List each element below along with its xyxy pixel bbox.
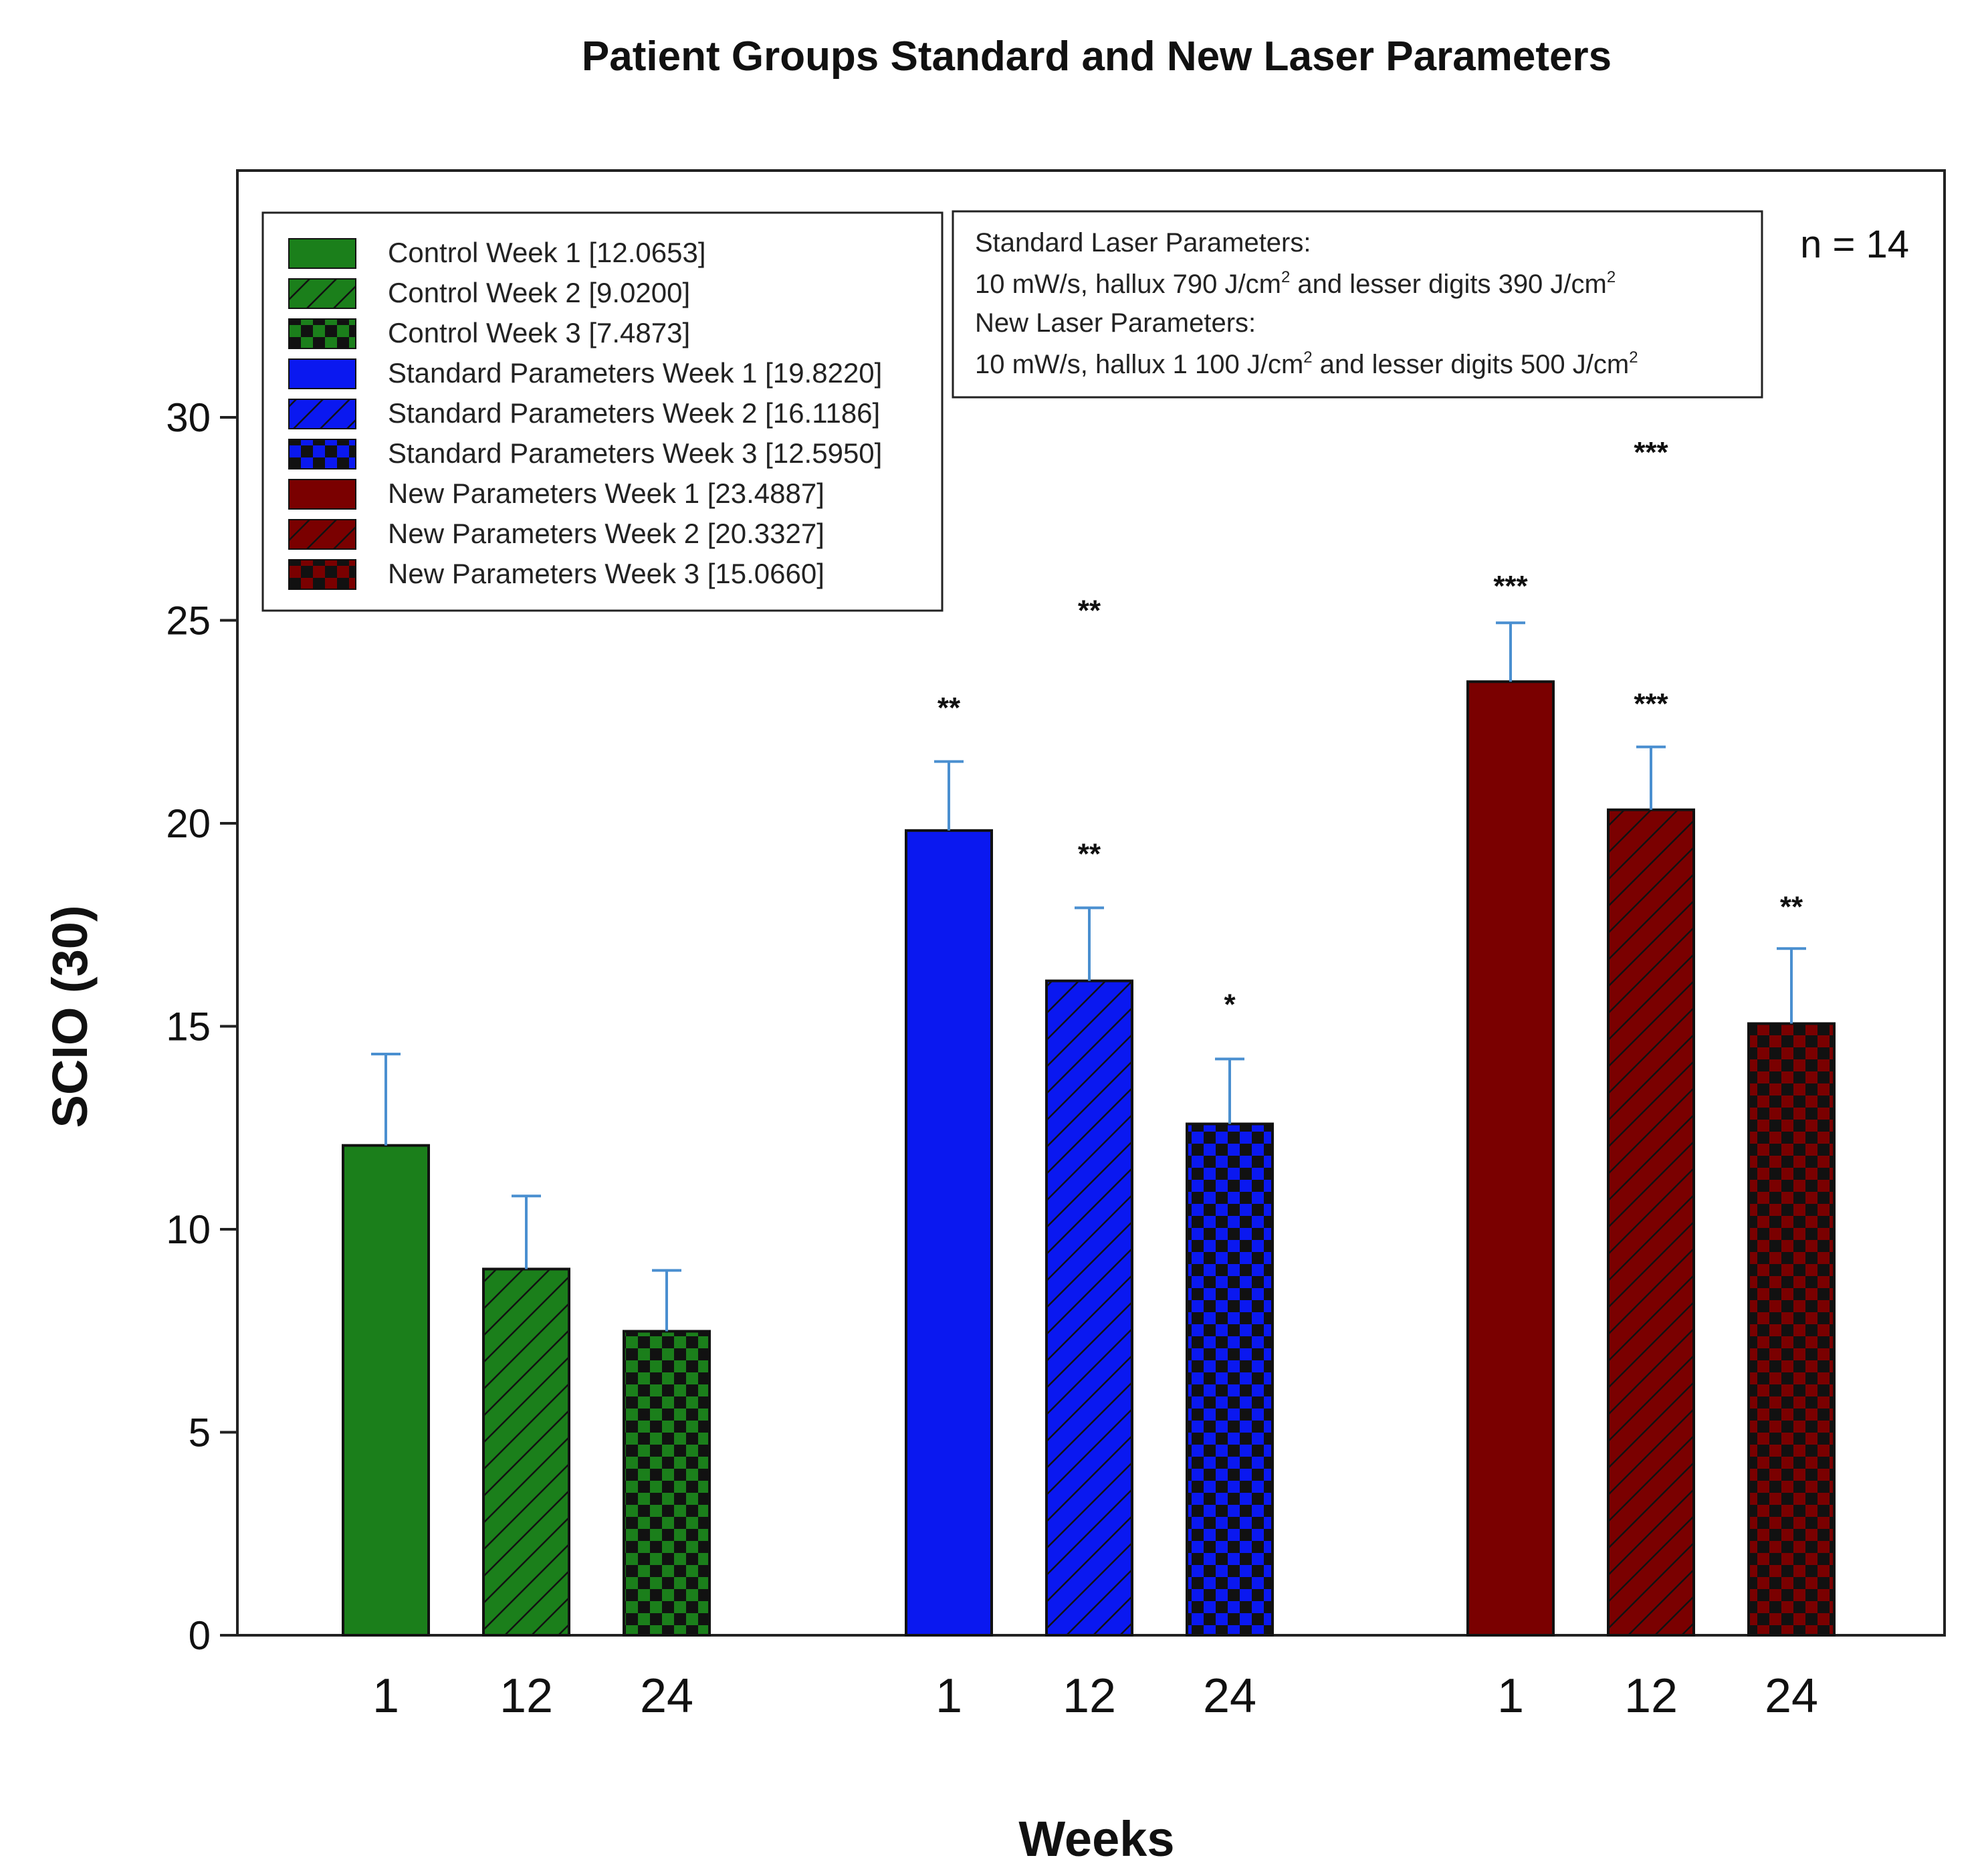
- new-parameters-heading: New Laser Parameters:: [975, 308, 1256, 338]
- legend-swatch: [288, 519, 356, 550]
- y-tick-label: 0: [189, 1613, 211, 1658]
- legend-swatch: [288, 399, 356, 429]
- legend-swatch: [288, 439, 356, 470]
- sample-size-label: n = 14: [1800, 223, 1909, 266]
- legend-label: New Parameters Week 3 [15.0660]: [388, 558, 824, 589]
- bar-new-parameters-week-24: [1747, 1022, 1836, 1637]
- legend-swatch: [288, 278, 356, 309]
- legend-label: New Parameters Week 2 [20.3327]: [388, 518, 824, 549]
- significance-marker: **: [1078, 838, 1101, 871]
- y-tick-label: 20: [166, 801, 211, 846]
- legend-label: Control Week 2 [9.0200]: [388, 277, 690, 308]
- standard-parameters-heading: Standard Laser Parameters:: [975, 228, 1311, 257]
- y-tick-label: 5: [189, 1411, 211, 1455]
- x-tick-label: 24: [640, 1669, 693, 1723]
- legend-box: [261, 211, 944, 612]
- new-parameters-values: 10 mW/s, hallux 1 100 J/cm2 and lesser d…: [975, 348, 1638, 379]
- bar-standard-parameters-week-1: [905, 829, 993, 1637]
- legend: Control Week 1 [12.0653] Control Week 2 […: [261, 211, 944, 612]
- bar-control-week-12: [482, 1267, 570, 1637]
- x-tick-label: 1: [1497, 1669, 1524, 1723]
- x-ticks: 1 12 24 1 12 24 1 12 24: [372, 1669, 1818, 1723]
- x-tick-label: 12: [1063, 1669, 1116, 1723]
- y-tick-label: 10: [166, 1207, 211, 1252]
- significance-marker: ***: [1634, 436, 1668, 469]
- bar-control-week-1: [342, 1144, 430, 1637]
- x-tick-label: 24: [1203, 1669, 1256, 1723]
- x-tick-label: 12: [1624, 1669, 1678, 1723]
- bar-new-parameters-week-12: [1607, 808, 1695, 1637]
- y-axis-label: SCIO (30): [42, 905, 98, 1128]
- chart-title: Patient Groups Standard and New Laser Pa…: [582, 33, 1612, 80]
- legend-label: Control Week 1 [12.0653]: [388, 237, 706, 268]
- x-axis-label: Weeks: [1018, 1811, 1174, 1867]
- standard-parameters-values: 10 mW/s, hallux 790 J/cm2 and lesser dig…: [975, 268, 1616, 299]
- y-tick-label: 25: [166, 599, 211, 643]
- bar-standard-parameters-week-12: [1045, 979, 1133, 1637]
- legend-label: Standard Parameters Week 3 [12.5950]: [388, 437, 882, 469]
- parameters-note: Standard Laser Parameters: 10 mW/s, hall…: [952, 210, 1763, 399]
- y-tick-label: 15: [166, 1005, 211, 1049]
- legend-label: Control Week 3 [7.4873]: [388, 317, 690, 348]
- legend-swatch: [288, 238, 356, 269]
- y-axis: 0 5 10 15 20 25 30: [166, 395, 237, 1658]
- legend-label: Standard Parameters Week 1 [19.8220]: [388, 357, 882, 389]
- bars: ******************: [342, 436, 1836, 1637]
- bar-control-week-24: [623, 1330, 711, 1637]
- x-tick-label: 12: [500, 1669, 553, 1723]
- x-tick-label: 1: [372, 1669, 399, 1723]
- significance-marker: **: [1780, 891, 1803, 924]
- significance-marker: **: [937, 692, 961, 724]
- bar-standard-parameters-week-24: [1186, 1122, 1274, 1637]
- x-tick-label: 24: [1765, 1669, 1818, 1723]
- significance-marker: ***: [1634, 688, 1668, 720]
- legend-swatch: [288, 358, 356, 389]
- legend-swatch: [288, 559, 356, 590]
- legend-swatch: [288, 318, 356, 349]
- parameters-note-box: [952, 210, 1763, 399]
- legend-swatch: [288, 479, 356, 510]
- y-tick-label: 30: [166, 395, 211, 440]
- significance-marker: ***: [1493, 570, 1528, 603]
- significance-marker: *: [1224, 988, 1236, 1021]
- significance-marker: **: [1078, 595, 1101, 627]
- x-tick-label: 1: [935, 1669, 962, 1723]
- bar-new-parameters-week-1: [1466, 680, 1555, 1637]
- legend-label: New Parameters Week 1 [23.4887]: [388, 478, 824, 509]
- legend-label: Standard Parameters Week 2 [16.1186]: [388, 397, 880, 429]
